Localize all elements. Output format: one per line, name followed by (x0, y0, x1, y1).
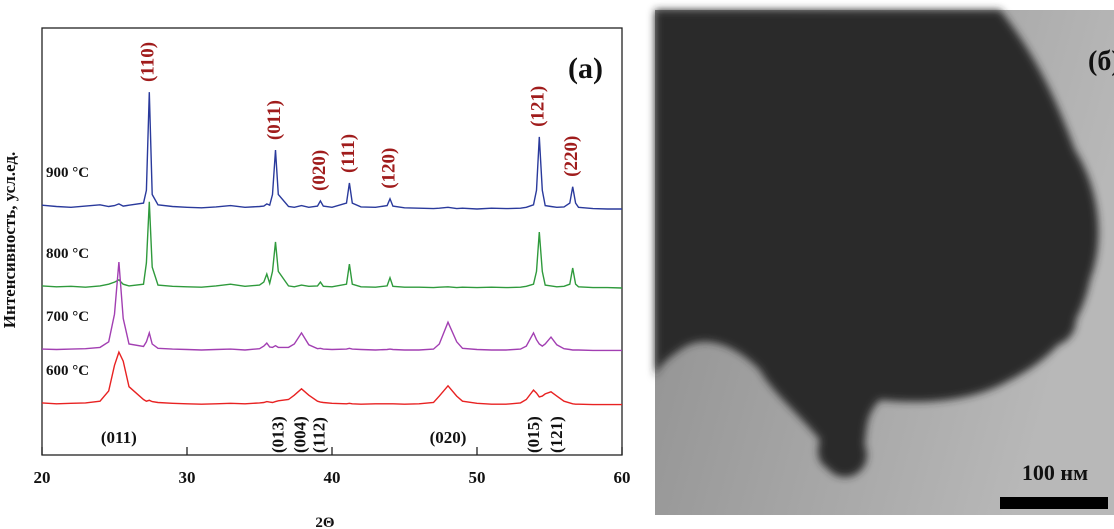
peak-label: (121) (547, 416, 566, 453)
panel-label: (а) (568, 52, 603, 85)
x-axis-label: 2Θ (315, 515, 334, 529)
x-tick-label: 30 (179, 468, 196, 487)
peak-label: (015) (524, 416, 543, 453)
particle-cluster (655, 10, 1099, 477)
xrd-line (41, 92, 622, 210)
panel-label: (б) (1088, 46, 1114, 77)
series-label: 800 °C (46, 246, 89, 262)
peak-label: (121) (528, 86, 549, 127)
peak-label: (220) (561, 136, 582, 177)
peak-label: (011) (264, 100, 285, 140)
peak-label: (120) (378, 148, 399, 189)
peak-label: (004) (290, 416, 309, 453)
peak-label: (020) (430, 428, 467, 447)
peak-label: (020) (309, 150, 330, 191)
xrd-line (41, 350, 622, 406)
x-tick-label: 60 (614, 468, 631, 487)
peak-label: (110) (138, 42, 159, 82)
scale-bar (1000, 497, 1108, 509)
peak-label: (112) (309, 417, 328, 453)
xrd-line (41, 201, 623, 289)
tem-image: 100 нм (б) (655, 10, 1114, 515)
peak-label: (013) (269, 416, 288, 453)
series-label: 600 °C (46, 363, 89, 379)
x-tick-label: 40 (324, 468, 341, 487)
x-tick-label: 20 (34, 468, 51, 487)
peak-label: (011) (101, 428, 137, 447)
scale-label: 100 нм (1022, 460, 1088, 485)
x-tick-label: 50 (469, 468, 486, 487)
xrd-line (41, 261, 622, 352)
peak-label: (111) (338, 134, 359, 173)
series-label: 900 °C (46, 165, 89, 181)
series-label: 700 °C (46, 309, 89, 325)
y-axis-label: Интенсивность, усл.ед. (0, 152, 19, 328)
